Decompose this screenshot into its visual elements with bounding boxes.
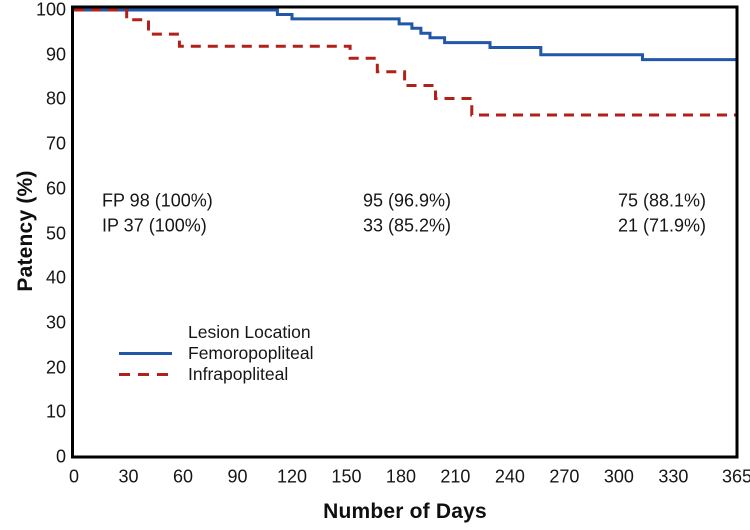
x-tick-label-210: 210 bbox=[440, 466, 471, 487]
curve-infrapopliteal bbox=[74, 8, 737, 117]
at-risk-cell-r1-c0: IP 37 (100%) bbox=[102, 215, 207, 236]
y-tick-label-70: 70 bbox=[45, 133, 66, 154]
x-tick-label-300: 300 bbox=[603, 466, 634, 487]
at-risk-cell-r0-c2: 75 (88.1%) bbox=[618, 190, 707, 211]
x-tick-label-180: 180 bbox=[385, 466, 416, 487]
y-tick-label-10: 10 bbox=[45, 401, 66, 422]
x-tick-label-365: 365 bbox=[721, 466, 750, 487]
legend-label-femoropopliteal: Femoropopliteal bbox=[188, 343, 314, 363]
plot-frame bbox=[71, 5, 739, 459]
x-axis-title: Number of Days bbox=[323, 500, 487, 523]
legend-title: Lesion Location bbox=[188, 322, 311, 342]
y-tick-label-40: 40 bbox=[45, 267, 66, 288]
x-tick-label-90: 90 bbox=[227, 466, 248, 487]
y-axis-title: Patency (%) bbox=[14, 170, 37, 292]
x-tick-label-0: 0 bbox=[68, 466, 80, 487]
legend-item-femoropopliteal: Femoropopliteal bbox=[118, 343, 313, 364]
y-tick-label-20: 20 bbox=[45, 357, 66, 378]
at-risk-cell-r0-c0: FP 98 (100%) bbox=[102, 190, 213, 211]
y-tick-label-60: 60 bbox=[45, 178, 66, 199]
solid-line-swatch-icon bbox=[119, 352, 172, 355]
at-risk-cell-r1-c1: 33 (85.2%) bbox=[363, 215, 452, 236]
x-tick-label-330: 330 bbox=[658, 466, 689, 487]
y-tick-label-30: 30 bbox=[45, 312, 66, 333]
y-tick-label-100: 100 bbox=[35, 0, 66, 20]
y-tick-label-0: 0 bbox=[55, 446, 66, 467]
at-risk-cell-r0-c1: 95 (96.9%) bbox=[363, 190, 452, 211]
y-tick-label-50: 50 bbox=[45, 223, 66, 243]
curve-femoropopliteal bbox=[74, 8, 737, 62]
x-tick-label-60: 60 bbox=[172, 466, 193, 487]
at-risk-cell-r1-c2: 21 (71.9%) bbox=[618, 215, 707, 236]
x-tick-label-150: 150 bbox=[331, 466, 362, 487]
legend-label-infrapopliteal: Infrapopliteal bbox=[188, 364, 289, 384]
x-tick-label-240: 240 bbox=[494, 466, 525, 487]
x-tick-label-120: 120 bbox=[276, 466, 307, 487]
legend-item-infrapopliteal: Infrapopliteal bbox=[118, 364, 313, 385]
y-tick-label-80: 80 bbox=[45, 88, 66, 109]
legend: Lesion Location Femoropopliteal Infrapop… bbox=[118, 322, 313, 385]
dashed-line-swatch-icon bbox=[119, 373, 172, 376]
x-tick-label-270: 270 bbox=[549, 466, 580, 487]
y-tick-label-90: 90 bbox=[45, 44, 66, 65]
x-tick-label-30: 30 bbox=[118, 466, 139, 487]
